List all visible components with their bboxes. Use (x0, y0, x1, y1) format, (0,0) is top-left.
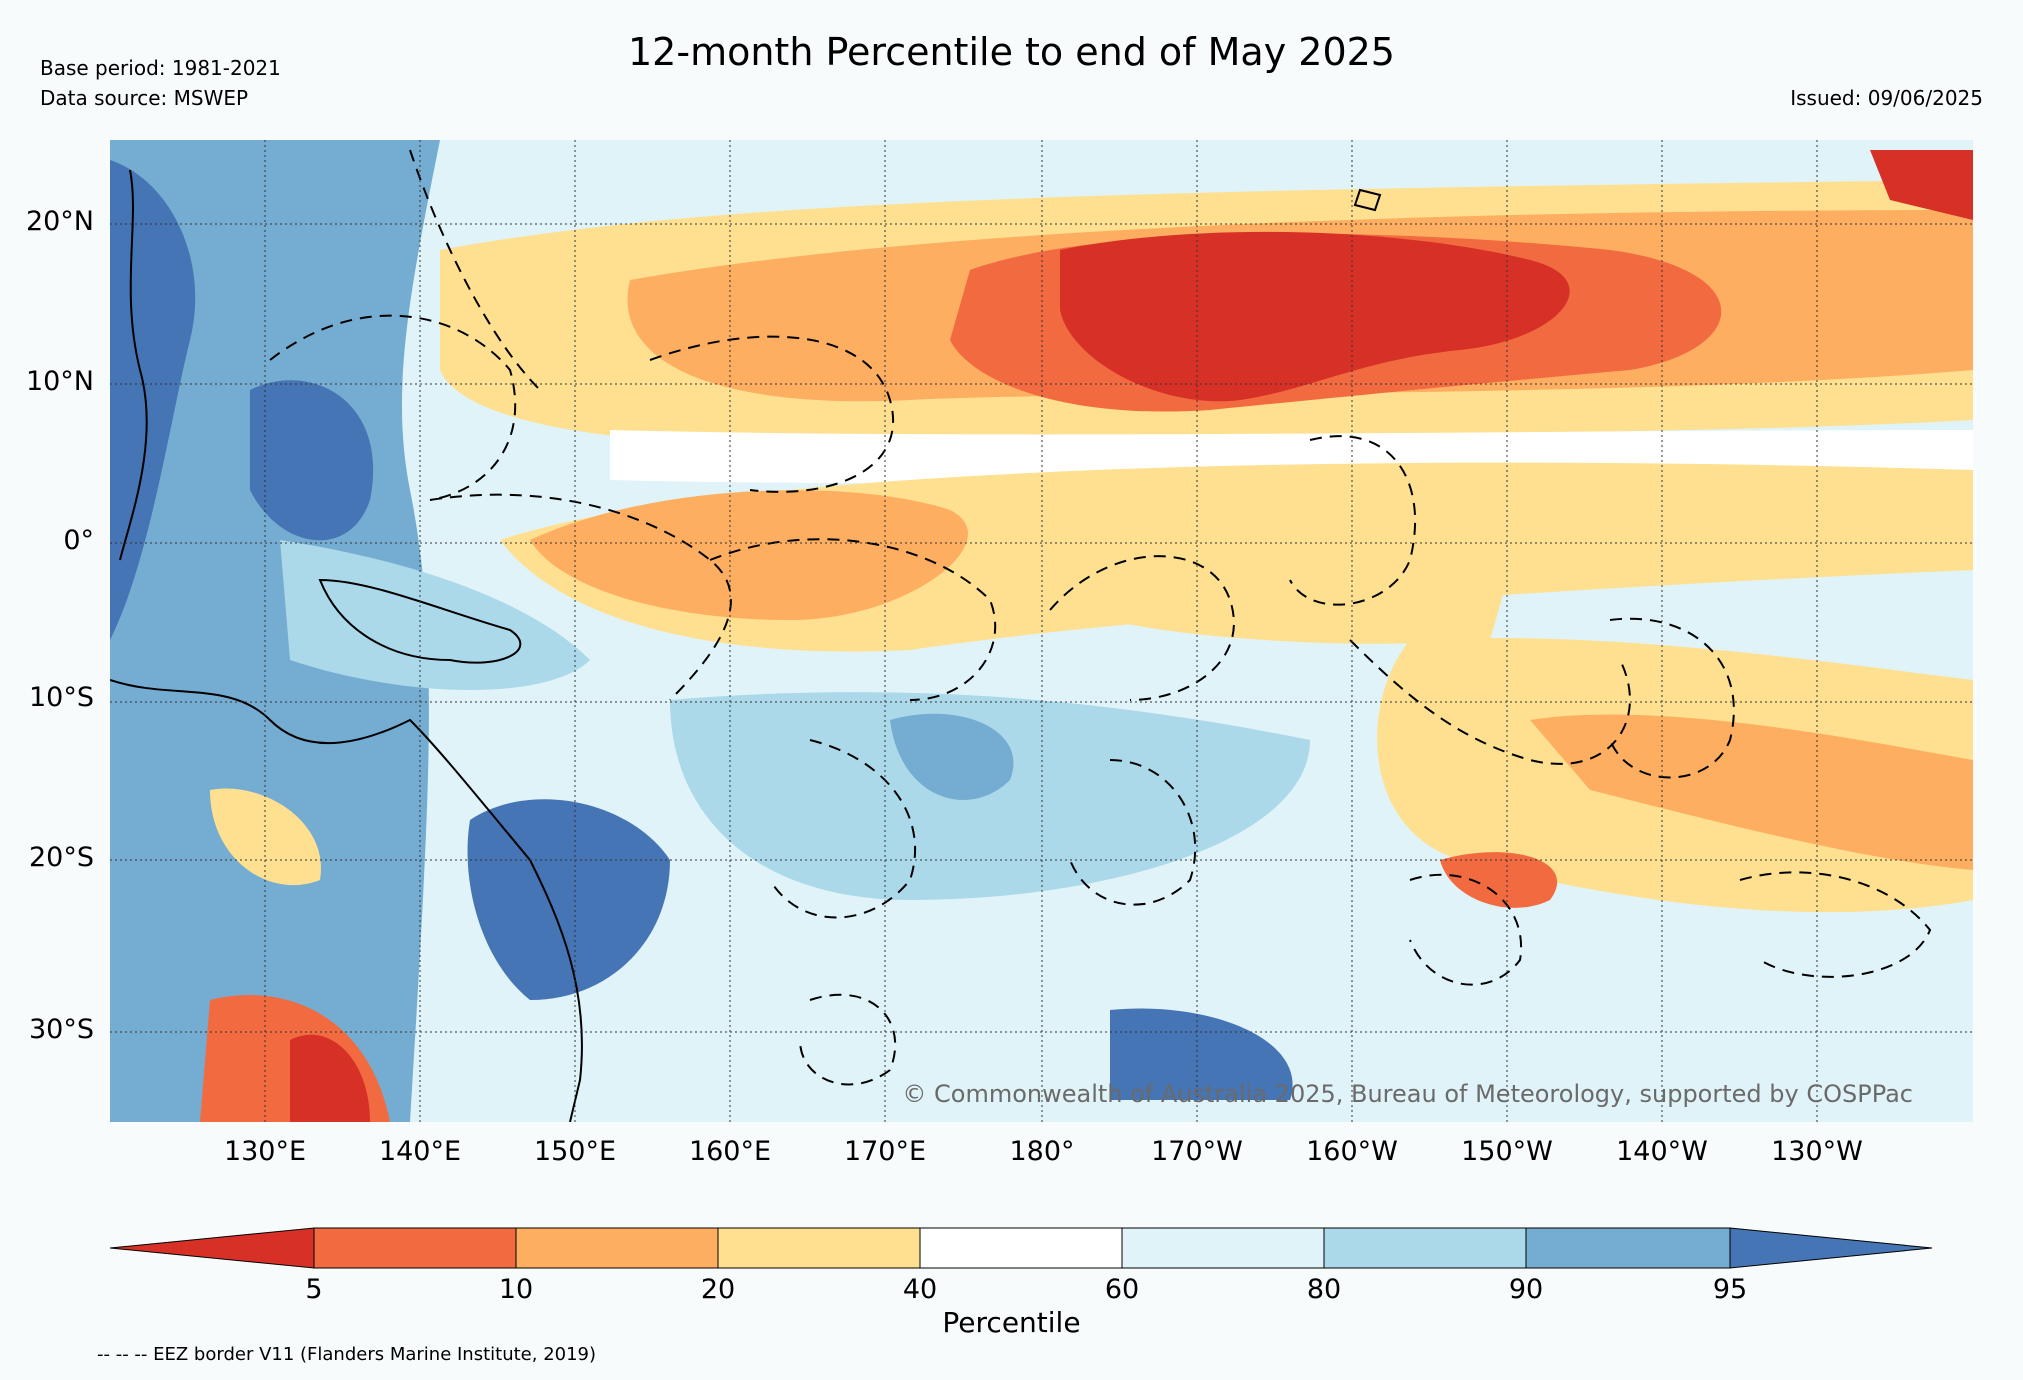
region-above-normal-west (110, 140, 440, 1122)
lat-label-10s: 10°S (29, 682, 94, 713)
colorbar-tick: 90 (1508, 1274, 1544, 1305)
hawaii-coastline (1353, 188, 1382, 212)
region-above-normal-southwest-pacific (670, 692, 1310, 900)
region-very-much-below-southeast (1440, 852, 1558, 908)
colorbar-bin-80-90 (1323, 1227, 1527, 1269)
colorbar-bin-40-60 (919, 1227, 1123, 1269)
lon-label-180: 180° (1009, 1136, 1075, 1167)
region-very-much-above-palau (250, 380, 374, 541)
colorbar-bin-5-10 (313, 1227, 517, 1269)
base-period-note: Base period: 1981-2021 (40, 56, 281, 80)
lon-label-150w: 150°W (1461, 1136, 1553, 1167)
map-canvas (110, 140, 1973, 1122)
graticule (110, 140, 1973, 1122)
lon-label-130w: 130°W (1771, 1136, 1863, 1167)
lat-label-20s: 20°S (29, 842, 94, 873)
lon-label-130e: 130°E (223, 1136, 307, 1167)
region-lowest-australia-se (290, 1034, 370, 1122)
region-lowest-ne-corner (1870, 150, 1973, 220)
colorbar-bin-10-20 (515, 1227, 719, 1269)
lon-label-150e: 150°E (533, 1136, 617, 1167)
lon-label-170e: 170°E (843, 1136, 927, 1167)
colorbar-tick: 10 (498, 1274, 534, 1305)
percentile-colorbar (110, 1227, 1933, 1269)
region-below-normal-central (1070, 549, 1510, 644)
percentile-map (110, 140, 1973, 1122)
new-guinea-coastline (318, 578, 522, 664)
region-lowest-on-record-north (1060, 231, 1570, 402)
colorbar-bin-90-95 (1525, 1227, 1731, 1269)
colorbar-tick: 60 (1104, 1274, 1140, 1305)
region-very-much-above-coral-sea (467, 799, 670, 1000)
colorbar-bin-below-5 (110, 1227, 315, 1269)
colorbar-tick: 80 (1306, 1274, 1342, 1305)
copyright-notice: © Commonwealth of Australia 2025, Bureau… (902, 1080, 1913, 1108)
colorbar-bin-60-80 (1121, 1227, 1325, 1269)
philippines-coastline (119, 169, 148, 561)
map-title: 12-month Percentile to end of May 2025 (628, 30, 1395, 74)
colorbar-label: Percentile (942, 1306, 1081, 1339)
region-much-below-equatorial (530, 490, 968, 620)
lon-label-160w: 160°W (1306, 1136, 1398, 1167)
lon-label-140e: 140°E (378, 1136, 462, 1167)
issued-date: Issued: 09/06/2025 (1790, 86, 1983, 110)
colorbar-tick: 40 (902, 1274, 938, 1305)
lon-label-140w: 140°W (1616, 1136, 1708, 1167)
lat-label-30s: 30°S (29, 1014, 94, 1045)
lat-label-0: 0° (63, 525, 94, 556)
lat-label-20n: 20°N (25, 206, 94, 237)
region-wet-fiji (890, 713, 1014, 800)
eez-borders (269, 149, 1932, 1086)
australia-coastline (110, 679, 583, 1122)
lon-label-170w: 170°W (1151, 1136, 1243, 1167)
colorbar-tick: 20 (700, 1274, 736, 1305)
colorbar-bin-above-95 (1729, 1227, 1933, 1269)
lon-label-160e: 160°E (688, 1136, 772, 1167)
region-much-below-southeast (1530, 714, 1973, 870)
eez-border-note: -- -- -- EEZ border V11 (Flanders Marine… (97, 1344, 597, 1365)
region-above-normal-png (280, 540, 590, 690)
data-source-note: Data source: MSWEP (40, 86, 249, 110)
lat-label-10n: 10°N (25, 366, 94, 397)
colorbar-tick: 95 (1712, 1274, 1748, 1305)
colorbar-tick: 5 (305, 1274, 323, 1305)
region-very-much-above-south (1110, 1008, 1293, 1100)
colorbar-bin-20-40 (717, 1227, 921, 1269)
